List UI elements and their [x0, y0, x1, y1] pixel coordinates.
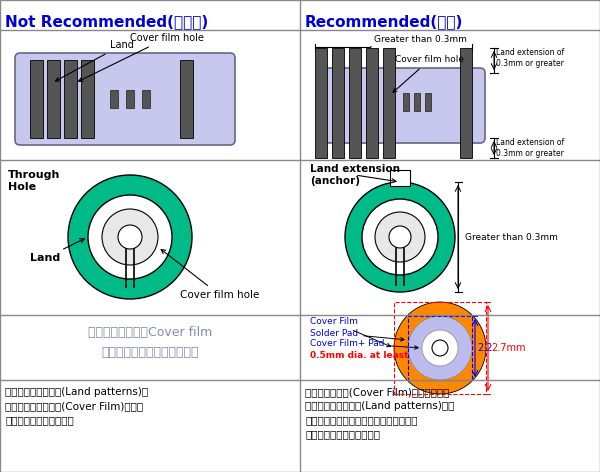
Text: Cover film hole: Cover film hole	[79, 33, 204, 81]
Text: Land: Land	[56, 40, 134, 81]
Bar	[30, 60, 43, 138]
Circle shape	[375, 212, 425, 262]
Text: Through: Through	[8, 170, 61, 180]
Bar	[366, 48, 378, 158]
Text: Hole: Hole	[8, 182, 36, 192]
Bar	[81, 60, 94, 138]
Text: Solder Pad: Solder Pad	[310, 329, 404, 341]
Text: Greater than 0.3mm: Greater than 0.3mm	[370, 34, 467, 47]
Bar	[332, 48, 344, 158]
Bar	[403, 93, 409, 111]
Bar	[383, 48, 395, 158]
Circle shape	[394, 302, 486, 394]
Text: 2.2: 2.2	[477, 343, 493, 353]
Text: 裸露在外的焊墊線路(Land patterns)，這: 裸露在外的焊墊線路(Land patterns)，這	[305, 401, 454, 411]
Bar	[315, 48, 327, 158]
Text: 覆蓋住，以避免使用時剝落。: 覆蓋住，以避免使用時剝落。	[101, 346, 199, 359]
Bar	[47, 60, 60, 138]
Bar	[142, 90, 150, 108]
Circle shape	[389, 226, 411, 248]
Bar	[180, 60, 193, 138]
Text: 有部份被絕緣覆蓋層(Cover Film)覆蓋固: 有部份被絕緣覆蓋層(Cover Film)覆蓋固	[5, 401, 143, 411]
Circle shape	[408, 316, 472, 380]
Text: Greater than 0.3mm: Greater than 0.3mm	[465, 233, 558, 242]
Text: Land extension of
0.3mm or greater: Land extension of 0.3mm or greater	[496, 138, 564, 158]
Circle shape	[345, 182, 455, 292]
Bar	[460, 48, 472, 158]
Circle shape	[362, 199, 438, 275]
Text: Recommended(建議): Recommended(建議)	[305, 15, 463, 29]
Text: Cover Film+ Pad: Cover Film+ Pad	[310, 338, 418, 349]
Circle shape	[432, 340, 448, 356]
Circle shape	[68, 175, 192, 299]
Circle shape	[88, 195, 172, 279]
Text: Cover film hole: Cover film hole	[161, 250, 259, 300]
Bar	[349, 48, 361, 158]
Text: Land: Land	[30, 239, 85, 263]
Bar	[64, 60, 77, 138]
Text: Cover film hole: Cover film hole	[393, 56, 464, 93]
FancyBboxPatch shape	[325, 68, 485, 143]
Text: Not Recommended(不建議): Not Recommended(不建議)	[5, 15, 208, 29]
Bar	[390, 170, 410, 186]
Text: 裸露在外的焊墊線路(Land patterns)沒: 裸露在外的焊墊線路(Land patterns)沒	[5, 387, 148, 397]
Text: 免焊墊因焊錫加熱時剝落。: 免焊墊因焊錫加熱時剝落。	[305, 429, 380, 439]
Bar	[408, 316, 472, 380]
Text: Cover Film: Cover Film	[310, 318, 391, 347]
Text: 樣可以確保焊墊被固定於矽板的基板，避: 樣可以確保焊墊被固定於矽板的基板，避	[305, 415, 418, 425]
Bar	[126, 90, 134, 108]
Text: 2.7mm: 2.7mm	[491, 343, 526, 353]
Circle shape	[102, 209, 158, 265]
FancyBboxPatch shape	[15, 53, 235, 145]
Text: 0.5mm dia. at least: 0.5mm dia. at least	[310, 352, 409, 361]
Circle shape	[118, 225, 142, 249]
Text: 定時容易因作業而剝落。: 定時容易因作業而剝落。	[5, 415, 74, 425]
Text: 通孔的焊墊必須用Cover film: 通孔的焊墊必須用Cover film	[88, 327, 212, 339]
Bar	[414, 93, 420, 111]
Bar	[110, 90, 118, 108]
Bar	[425, 93, 431, 111]
Text: 建議絕緣覆蓋層(Cover Film)要覆蓋住部份: 建議絕緣覆蓋層(Cover Film)要覆蓋住部份	[305, 387, 449, 397]
Circle shape	[422, 330, 458, 366]
Text: Land extension of
0.3mm or greater: Land extension of 0.3mm or greater	[496, 48, 564, 67]
Text: Land extension
(anchor): Land extension (anchor)	[310, 164, 400, 186]
Bar	[394, 302, 486, 394]
